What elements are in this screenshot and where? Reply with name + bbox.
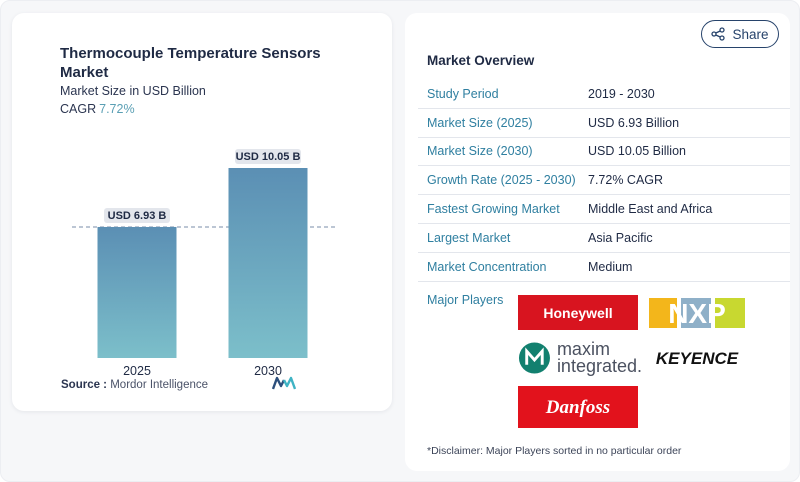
keyence-logo-mark: KEYENCE [656, 349, 739, 368]
tick-label-2025: 2025 [123, 364, 151, 378]
cagr-value: 7.72% [99, 102, 135, 116]
maxim-line1: maxim [556, 339, 610, 359]
keyence-name: KEYENCE [656, 349, 739, 368]
row-label: Market Size (2030) [427, 144, 533, 159]
share-label: Share [732, 26, 769, 42]
row-value: 7.72% CAGR [588, 173, 664, 188]
bar-chart-svg: USD 6.93 B 2025 USD 10.05 B 2030 [72, 149, 338, 378]
honeywell-name: Honeywell [543, 304, 613, 321]
row-label: Growth Rate (2025 - 2030) [427, 173, 576, 188]
cagr-line: CAGR 7.72% [60, 102, 135, 116]
keyence-logo: KEYENCE [650, 346, 745, 370]
row-label: Largest Market [427, 230, 511, 245]
row-label: Market Concentration [427, 259, 547, 274]
row-value: USD 10.05 Billion [588, 144, 686, 159]
overview-table: Study Period 2019 - 2030 Market Size (202… [418, 80, 790, 282]
share-icon [711, 27, 726, 41]
maxim-integrated-logo: maxim integrated. [518, 337, 642, 379]
bar-2030 [228, 168, 308, 358]
honeywell-logo: Honeywell [518, 295, 638, 330]
data-label-2030: USD 10.05 B [236, 151, 301, 163]
bar-chart: USD 6.93 B 2025 USD 10.05 B 2030 [60, 128, 350, 386]
data-label-bg-2030 [235, 149, 301, 164]
nxp-logo: NXP [647, 296, 747, 330]
market-overview-title: Market Overview [427, 53, 535, 68]
tick-label-2030: 2030 [254, 364, 282, 378]
source-value: Mordor Intelligence [110, 379, 209, 391]
overview-row-fastest-growing: Fastest Growing Market Middle East and Af… [418, 195, 790, 224]
danfoss-logo: Danfoss [518, 386, 638, 428]
cagr-label: CAGR [60, 102, 97, 116]
data-label-2025: USD 6.93 B [108, 210, 167, 222]
row-value: 2019 - 2030 [588, 86, 655, 101]
nxp-logo-mark: NXP [649, 298, 745, 329]
danfoss-name: Danfoss [545, 397, 610, 418]
overview-row-concentration: Market Concentration Medium [418, 253, 790, 282]
overview-row-size-2030: Market Size (2030) USD 10.05 Billion [418, 138, 790, 167]
chart-card [12, 13, 392, 411]
row-value: Asia Pacific [588, 230, 653, 245]
source-label: Source : [61, 379, 108, 391]
row-value: USD 6.93 Billion [588, 115, 680, 130]
overview-row-largest-market: Largest Market Asia Pacific [418, 224, 790, 253]
maxim-line2: integrated. [556, 356, 642, 376]
chart-subtitle: Market Size in USD Billion [60, 84, 206, 98]
row-value: Medium [588, 259, 633, 274]
disclaimer-text: *Disclaimer: Major Players sorted in no … [427, 445, 682, 457]
row-label: Study Period [427, 86, 499, 101]
overview-row-growth-rate: Growth Rate (2025 - 2030) 7.72% CAGR [418, 166, 790, 196]
overview-row-size-2025: Market Size (2025) USD 6.93 Billion [418, 109, 790, 138]
data-label-bg-2025 [104, 207, 170, 223]
chart-title: Thermocouple Temperature Sensors Market [60, 45, 321, 81]
overview-row-study-period: Study Period 2019 - 2030 [418, 80, 790, 109]
nxp-name: NXP [668, 298, 726, 329]
danfoss-logo-mark: Danfoss [545, 397, 610, 418]
bar-2025 [97, 226, 177, 358]
row-value: Middle East and Africa [588, 202, 713, 217]
row-label: Market Size (2025) [427, 115, 533, 130]
row-label: Fastest Growing Market [427, 202, 560, 217]
source-line: Source : Mordor Intelligence [61, 379, 208, 391]
mordor-intelligence-logo [272, 376, 296, 390]
maxim-icon [518, 342, 550, 374]
major-players-label: Major Players [427, 293, 504, 307]
share-button[interactable]: Share [701, 20, 779, 48]
